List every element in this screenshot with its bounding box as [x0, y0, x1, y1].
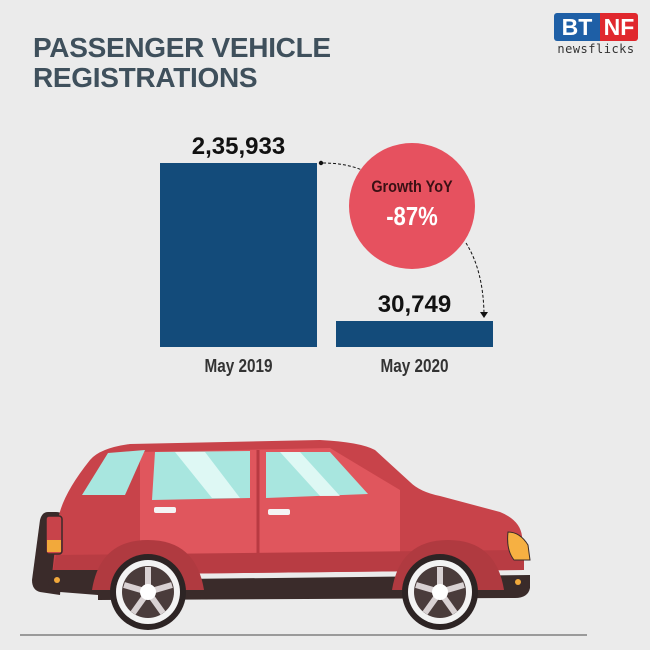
category-may-2019: May 2019 [204, 356, 273, 376]
logo-bt: BT [554, 13, 600, 41]
title-line-2: REGISTRATIONS [33, 62, 258, 93]
growth-badge: Growth YoY -87% [349, 143, 475, 269]
bar-value-may-2020: 30,749 [377, 291, 452, 318]
page-title: PASSENGER VEHICLE REGISTRATIONS [33, 33, 331, 93]
growth-value: -87% [386, 201, 438, 231]
brand-logo: BT NF newsflicks [554, 13, 638, 56]
logo-nf: NF [600, 13, 638, 41]
logo-subtitle: newsflicks [557, 42, 635, 56]
car-illustration-icon [20, 440, 587, 636]
rear-wheel [110, 554, 186, 630]
front-wheel [402, 554, 478, 630]
bar-may-2019 [160, 163, 317, 347]
bar-may-2020 [336, 321, 493, 347]
growth-label: Growth YoY [371, 177, 453, 196]
bar-value-may-2019: 2,35,933 [191, 133, 286, 160]
category-may-2020: May 2020 [380, 356, 449, 376]
title-line-1: PASSENGER VEHICLE [33, 32, 331, 63]
